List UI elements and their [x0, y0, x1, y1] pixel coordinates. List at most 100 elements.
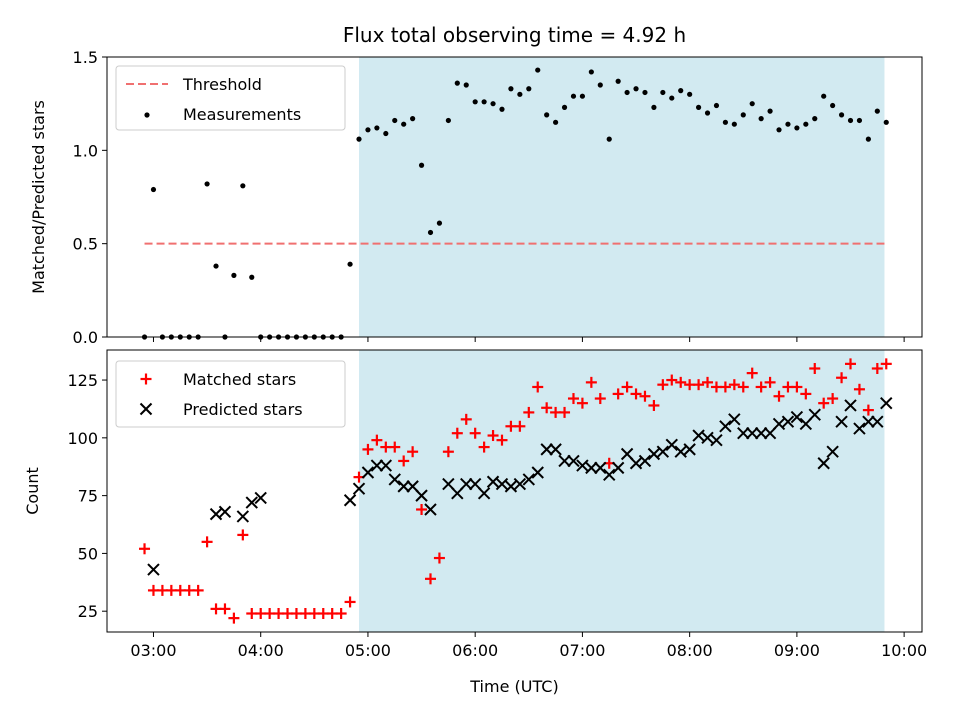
bottom-y-tick-label: 25 [78, 602, 98, 621]
bottom-y-ticks: 25 50 75 100 125 [67, 371, 107, 621]
x-b [468, 477, 482, 491]
measurement-point [588, 69, 594, 75]
matched-star-point [460, 413, 472, 425]
x-b [522, 473, 536, 486]
predicted-star-point [495, 477, 509, 491]
measurement-point [874, 108, 880, 114]
x-b [638, 454, 652, 468]
measurement-point [615, 78, 621, 84]
matched-star-point [371, 434, 383, 446]
predicted-stars-points [147, 396, 893, 576]
x-b [397, 480, 410, 493]
legend-predicted-swatch [139, 402, 153, 416]
matched-star-point [407, 446, 419, 458]
predicted-star-point [746, 427, 759, 440]
bottom-y-tick-label: 50 [78, 544, 98, 563]
measurement-point [374, 125, 380, 131]
x-b [692, 429, 705, 442]
matched-star-point [773, 390, 785, 402]
measurement-point [472, 99, 478, 105]
measurement-point [803, 121, 809, 127]
measurement-point [838, 112, 845, 118]
matched-star-point [344, 596, 356, 608]
predicted-star-point [674, 445, 687, 458]
matched-star-point [442, 446, 454, 458]
legend-measurements-label: Measurements [183, 105, 301, 124]
x-b [674, 445, 687, 458]
x-b [817, 457, 830, 470]
predicted-star-point [576, 459, 589, 472]
x-b [737, 427, 750, 440]
measurement-point [812, 116, 818, 122]
measurement-point [821, 93, 827, 99]
predicted-star-point [540, 443, 553, 456]
measurement-point [418, 162, 425, 168]
x-b [567, 454, 580, 468]
x-b [236, 510, 250, 523]
x-b [620, 447, 634, 461]
x-b [254, 491, 267, 505]
x-b [576, 459, 589, 472]
x-tick-label: 10:00 [881, 641, 927, 660]
x-tick-label: 09:00 [774, 641, 820, 660]
x-b [853, 422, 866, 435]
measurement-point [553, 119, 559, 125]
measurement-point [678, 88, 684, 94]
x-axis-label: Time (UTC) [469, 677, 558, 696]
x-tick-label: 07:00 [559, 641, 605, 660]
x-b [370, 459, 384, 472]
measurement-point [704, 110, 711, 116]
matched-star-point [585, 376, 597, 388]
measurement-point [347, 261, 353, 267]
measurement-point [481, 99, 487, 105]
top-y-tick-label: 0.5 [73, 235, 98, 254]
legend-measurements-swatch [144, 112, 150, 118]
top-legend: Threshold Measurements [115, 65, 346, 131]
bottom-y-axis-label: Count [23, 467, 42, 515]
predicted-star-point [397, 480, 410, 493]
predicted-star-point [728, 413, 741, 426]
x-b [558, 454, 571, 468]
matched-star-point [532, 381, 544, 393]
predicted-star-point [245, 496, 258, 509]
matched-star-point [702, 376, 714, 388]
measurement-point [463, 82, 469, 88]
legend-plus-marker [140, 373, 152, 385]
x-b [147, 563, 160, 576]
measurement-point [651, 104, 657, 110]
predicted-star-point [692, 429, 705, 442]
matched-star-point [764, 376, 776, 388]
matched-star-point [657, 379, 669, 391]
predicted-star-point [719, 420, 732, 433]
matched-star-point [800, 388, 812, 400]
matched-star-point [228, 612, 240, 624]
x-b [808, 408, 821, 421]
matched-star-point [594, 393, 606, 405]
bottom-panel: 03:00 04:00 05:00 06:00 07:00 08:00 09:00 10:00… [23, 349, 927, 696]
x-b [754, 427, 768, 440]
x-b [477, 487, 491, 500]
measurement-points [141, 67, 889, 340]
predicted-star-point [522, 473, 536, 486]
x-b [647, 447, 661, 461]
predicted-star-point [343, 494, 357, 507]
matched-star-point [755, 381, 767, 393]
x-b [862, 415, 875, 428]
x-b [415, 489, 428, 502]
measurement-point [240, 183, 246, 189]
x-b [772, 417, 786, 431]
predicted-star-point [549, 443, 562, 456]
measurement-point [731, 121, 737, 127]
predicted-star-point [611, 461, 625, 475]
measurement-point [687, 91, 693, 97]
x-b [343, 494, 357, 507]
measurement-point [231, 272, 237, 278]
measurement-point [749, 101, 755, 107]
matched-star-point [496, 434, 508, 446]
predicted-star-point [683, 443, 696, 456]
measurement-point [847, 117, 854, 124]
matched-star-point [648, 399, 660, 411]
legend-matched-label: Matched stars [183, 370, 296, 389]
matched-star-point [451, 427, 463, 439]
predicted-star-point [424, 503, 437, 516]
